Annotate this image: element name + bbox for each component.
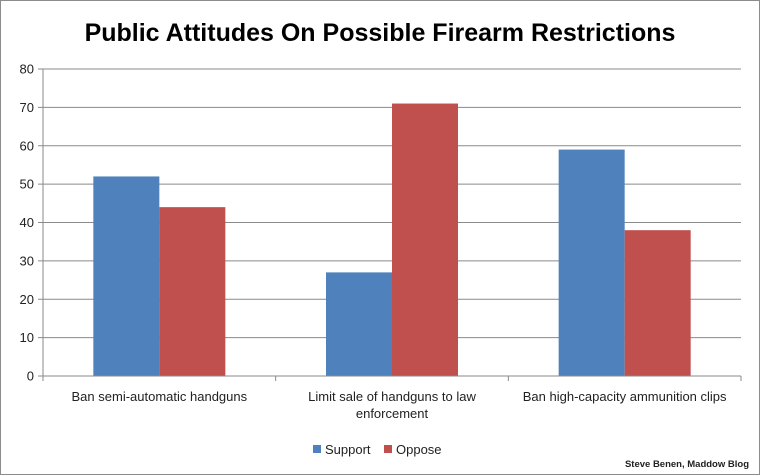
y-tick-label: 80: [20, 62, 34, 77]
x-axis: Ban semi-automatic handguns Limit sale of…: [42, 375, 742, 421]
y-tick-label: 60: [20, 138, 34, 153]
bar-oppose-1: [392, 103, 458, 376]
chart-title: Public Attitudes On Possible Firearm Res…: [85, 19, 676, 47]
category-label: Limit sale of handguns to law: [308, 389, 476, 404]
bar-support-1: [326, 272, 392, 376]
legend-swatch-support: [313, 445, 321, 453]
bars: [93, 103, 691, 376]
bar-oppose-2: [624, 230, 691, 376]
y-tick-label: 0: [27, 369, 34, 384]
y-tick-label: 10: [20, 330, 34, 345]
category-label: Ban high-capacity ammunition clips: [523, 389, 727, 404]
y-tick-label: 20: [20, 292, 34, 307]
bar-support-2: [558, 149, 625, 376]
y-tick-label: 70: [20, 100, 34, 115]
legend-swatch-oppose: [384, 445, 392, 453]
legend: Support Oppose: [313, 442, 442, 457]
bar-support-0: [93, 176, 160, 376]
credit-text: Steve Benen, Maddow Blog: [625, 459, 749, 470]
y-tick-label: 50: [20, 177, 34, 192]
y-tick-label: 40: [20, 215, 34, 230]
legend-label-support: Support: [325, 442, 371, 457]
category-label: Ban semi-automatic handguns: [72, 389, 248, 404]
bar-oppose-0: [159, 207, 226, 376]
y-tick-label: 30: [20, 253, 34, 268]
legend-label-oppose: Oppose: [396, 442, 442, 457]
category-label: enforcement: [356, 406, 429, 421]
y-axis: 0 10 20 30 40 50 60 70 80: [20, 62, 44, 384]
